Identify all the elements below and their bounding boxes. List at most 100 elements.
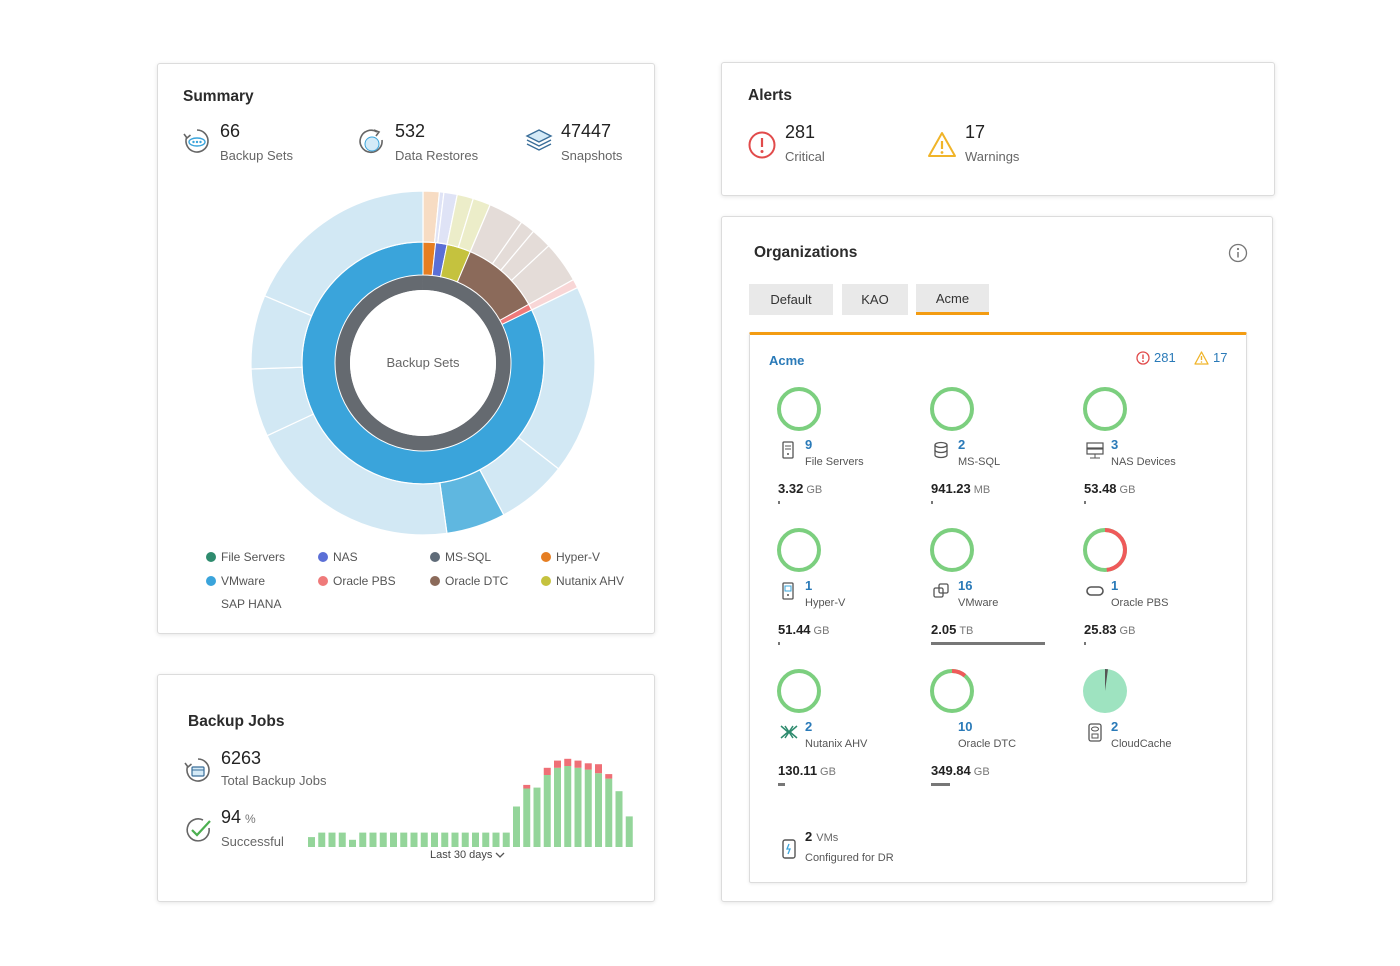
backup-jobs-title: Backup Jobs xyxy=(188,713,285,730)
job-bar-success xyxy=(431,832,438,847)
dr-count-unit: VMs xyxy=(816,832,839,844)
workload-count[interactable]: 1 xyxy=(805,578,813,593)
legend-label: MS-SQL xyxy=(445,550,492,564)
job-bar-success xyxy=(523,788,531,847)
status-ring xyxy=(777,387,821,431)
total-jobs-label: Total Backup Jobs xyxy=(221,773,327,788)
critical-count: 281 xyxy=(785,122,816,142)
warnings-label: Warnings xyxy=(965,149,1020,164)
legend-label: File Servers xyxy=(221,550,286,564)
workload-size: 25.83 GB xyxy=(1084,622,1136,637)
workload-count[interactable]: 16 xyxy=(958,578,973,593)
legend-dot xyxy=(318,552,328,562)
workload-count[interactable]: 2 xyxy=(1111,719,1119,734)
legend-oracle-dtc[interactable]: Oracle DTC xyxy=(430,574,508,588)
summary-title: Summary xyxy=(183,88,254,105)
job-bar-failed xyxy=(554,760,561,768)
workload-name: Oracle DTC xyxy=(958,738,1017,750)
org-critical-badge[interactable]: 281 xyxy=(1136,350,1176,365)
job-bar-success xyxy=(533,787,541,847)
job-bar-success xyxy=(554,767,561,847)
usage-bar xyxy=(1084,642,1086,645)
org-warning-badge[interactable]: 17 xyxy=(1194,350,1227,365)
legend-oracle-pbs[interactable]: Oracle PBS xyxy=(318,574,396,588)
warning-alert-icon[interactable] xyxy=(927,130,957,160)
workload-name: File Servers xyxy=(805,456,864,468)
legend-dot xyxy=(541,552,551,562)
range-label: Last 30 days xyxy=(430,849,493,861)
workload-size: 53.48 GB xyxy=(1084,481,1136,496)
dr-count: 2 VMs xyxy=(805,829,838,844)
job-bar-failed xyxy=(523,784,531,789)
backup-jobs-bar-chart xyxy=(308,758,633,847)
job-bar-success xyxy=(472,832,479,847)
job-bar-success xyxy=(492,832,500,847)
tab-default[interactable]: Default xyxy=(749,284,833,315)
job-bar-success xyxy=(595,773,602,847)
info-icon[interactable] xyxy=(1228,243,1248,263)
dr-vm-icon xyxy=(782,839,796,859)
status-ring xyxy=(930,528,974,572)
job-bar-failed xyxy=(543,767,551,775)
job-bar-failed xyxy=(564,758,572,766)
legend-hyper-v[interactable]: Hyper-V xyxy=(541,550,600,564)
job-bar-success xyxy=(379,832,387,847)
dr-count-value: 2 xyxy=(805,829,813,844)
legend-label: Oracle DTC xyxy=(445,574,509,588)
legend-dot xyxy=(541,576,551,586)
workload-size: 349.84 GB xyxy=(931,763,990,778)
workload-name: Hyper-V xyxy=(805,597,846,609)
workload-count[interactable]: 9 xyxy=(805,437,813,452)
job-bar-success xyxy=(564,766,572,847)
workload-size: 51.44 GB xyxy=(778,622,830,637)
range-selector[interactable]: Last 30 days xyxy=(430,849,505,861)
usage-bar xyxy=(931,642,1045,645)
job-bar-success xyxy=(461,832,469,847)
tab-acme[interactable]: Acme xyxy=(916,284,989,315)
warning-alert-icon xyxy=(1194,350,1209,365)
snapshots-label: Snapshots xyxy=(561,148,623,163)
job-bar-success xyxy=(574,767,582,847)
job-bar-success xyxy=(410,832,418,847)
warnings-count: 17 xyxy=(965,122,986,142)
legend-nas[interactable]: NAS xyxy=(318,550,358,564)
job-bar-success xyxy=(513,806,520,847)
workload-count[interactable]: 3 xyxy=(1111,437,1119,452)
backup-sets-label: Backup Sets xyxy=(220,148,293,163)
legend-sap-hana[interactable]: SAP HANA xyxy=(221,597,281,611)
legend-vmware[interactable]: VMware xyxy=(206,574,265,588)
workload-count[interactable]: 10 xyxy=(958,719,973,734)
usage-bar xyxy=(931,783,951,786)
workload-size: 941.23 MB xyxy=(931,481,991,496)
job-bar-failed xyxy=(574,760,582,768)
legend-label: Hyper-V xyxy=(556,550,601,564)
workload-count[interactable]: 1 xyxy=(1111,578,1119,593)
status-ring xyxy=(777,669,821,713)
usage-bar xyxy=(778,783,785,786)
snapshots-count: 47447 xyxy=(561,121,612,141)
dr-label: Configured for DR xyxy=(805,852,894,864)
success-label: Successful xyxy=(221,834,284,849)
legend-ms-sql[interactable]: MS-SQL xyxy=(430,550,491,564)
vmware-icon xyxy=(933,582,951,606)
alerts-card: Alerts 281 Critical 17 Warnings xyxy=(721,62,1275,196)
snapshots-icon xyxy=(525,129,553,151)
critical-alert-icon[interactable] xyxy=(747,130,777,160)
workload-name: NAS Devices xyxy=(1111,456,1176,468)
legend-dot xyxy=(318,576,328,586)
job-bar-success xyxy=(400,832,408,847)
workload-count[interactable]: 2 xyxy=(958,437,966,452)
workload-count[interactable]: 2 xyxy=(805,719,813,734)
job-bar-success xyxy=(318,832,326,847)
org-critical-count: 281 xyxy=(1154,350,1176,365)
job-bar-success xyxy=(625,816,633,847)
org-panel-name[interactable]: Acme xyxy=(769,353,805,368)
status-ring xyxy=(1083,668,1127,713)
nas-icon xyxy=(1086,441,1104,465)
legend-label: SAP HANA xyxy=(221,597,282,611)
legend-dot xyxy=(206,552,216,562)
summary-card: Summary 66 Backup Sets 532 Data Restores… xyxy=(157,63,655,634)
legend-nutanix-ahv[interactable]: Nutanix AHV xyxy=(541,574,624,588)
tab-kao[interactable]: KAO xyxy=(842,284,908,315)
legend-file-servers[interactable]: File Servers xyxy=(206,550,285,564)
